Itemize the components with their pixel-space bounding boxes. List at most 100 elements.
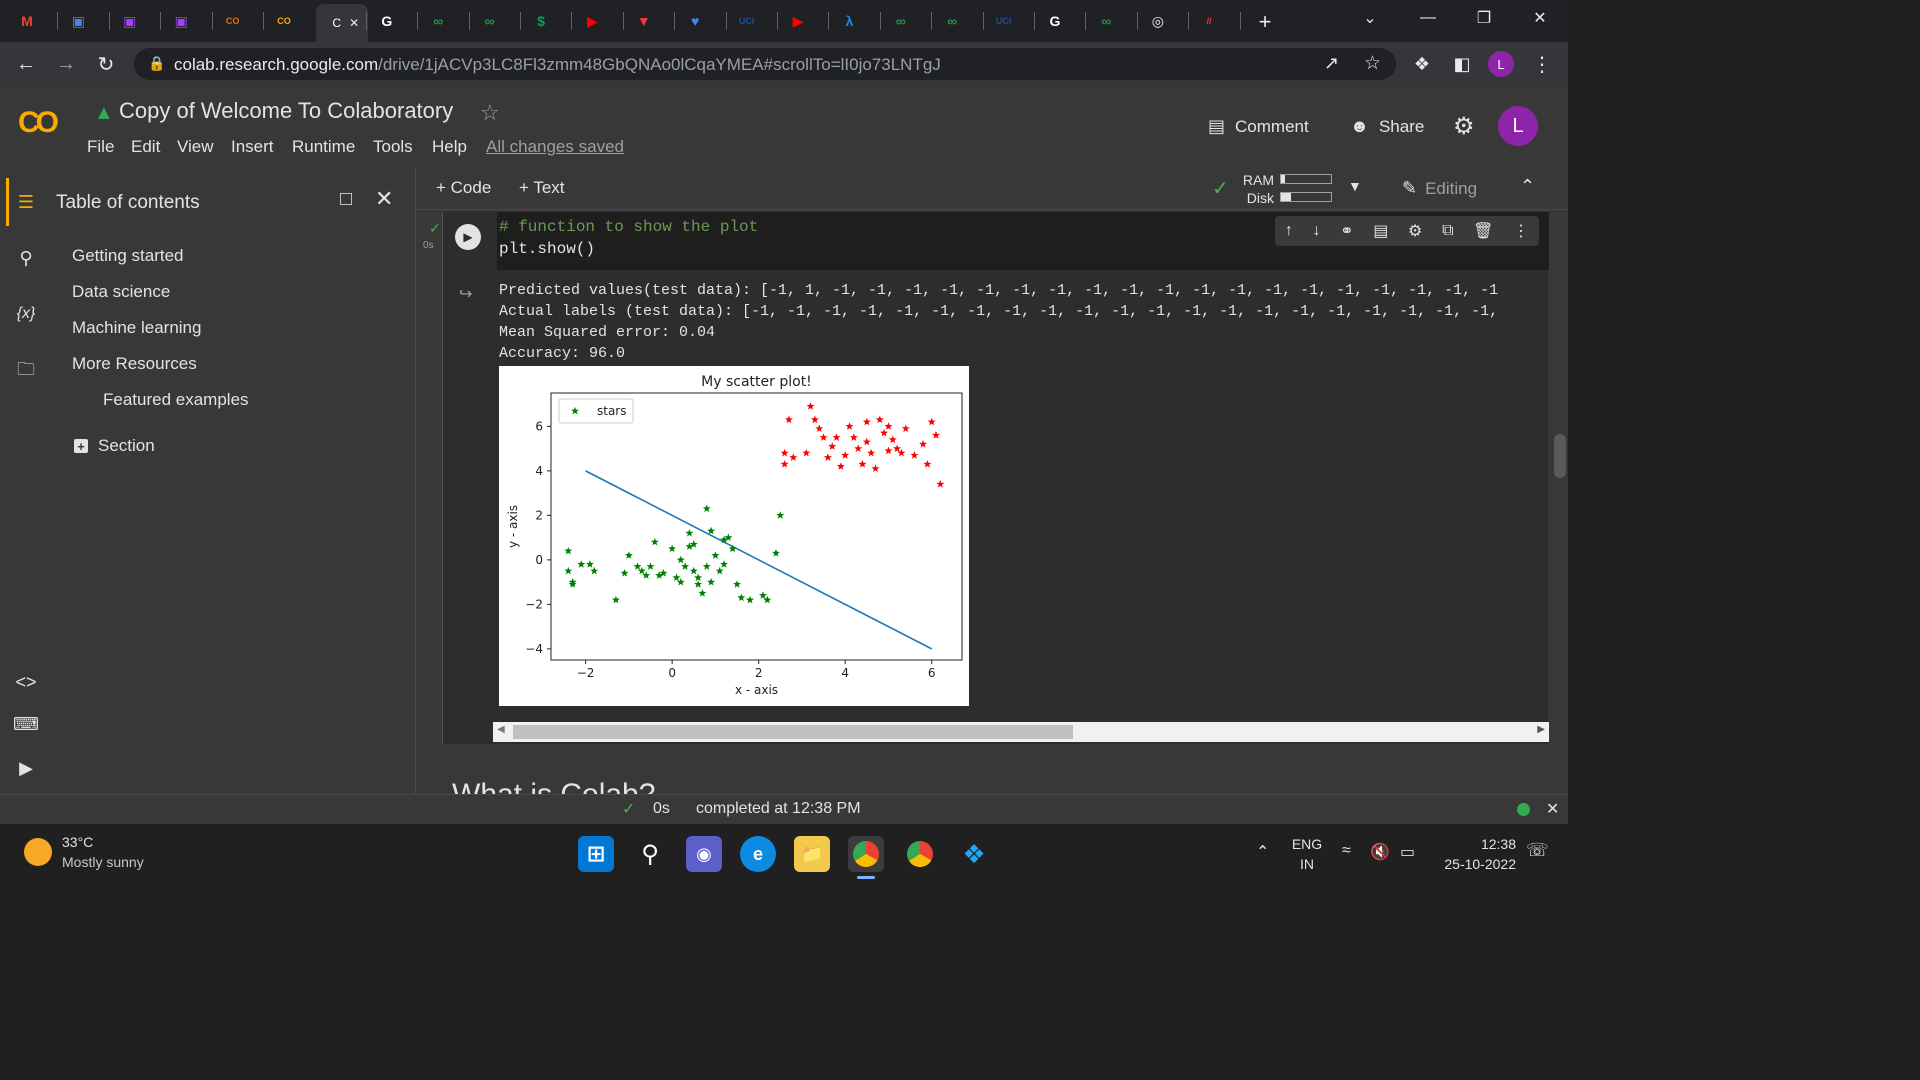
scroll-right-icon[interactable]: ▶ <box>1537 724 1545 735</box>
table-of-contents-icon[interactable]: ☰ <box>17 191 35 212</box>
notifications-icon[interactable]: ☏ <box>1526 840 1549 860</box>
toc-item[interactable]: More Resources <box>72 354 197 373</box>
side-panel-icon[interactable]: ◧ <box>1453 53 1471 74</box>
browser-tab[interactable]: G <box>1036 6 1087 36</box>
weather-condition[interactable]: Mostly sunny <box>62 854 144 870</box>
save-status-link[interactable]: All changes saved <box>486 137 624 156</box>
open-in-tab-icon[interactable]: □ <box>340 188 353 210</box>
scroll-left-icon[interactable]: ◀ <box>497 724 505 735</box>
start-windows-icon[interactable]: ⊞ <box>578 836 614 872</box>
editing-mode-button[interactable]: ✎ Editing <box>1402 178 1477 199</box>
comment-cell-icon[interactable]: ▤ <box>1373 223 1389 240</box>
notebook-scrollbar-thumb[interactable] <box>1554 434 1566 478</box>
browser-tab[interactable]: ∞ <box>1087 6 1138 36</box>
edge-browser-icon[interactable]: e <box>740 836 776 872</box>
browser-tab[interactable]: ◎ <box>1139 6 1190 36</box>
menu-view[interactable]: View <box>177 137 214 156</box>
add-text-button[interactable]: + Text <box>519 178 565 197</box>
forward-icon[interactable]: → <box>56 52 76 75</box>
language-indicator[interactable]: ENG IN <box>1290 834 1324 874</box>
add-section-button[interactable]: + Section <box>74 436 155 456</box>
terminal-icon[interactable]: ▶ <box>19 757 33 778</box>
delete-icon[interactable]: 🗑 <box>1473 223 1494 240</box>
browser-tab[interactable]: λ <box>830 6 881 36</box>
colab-logo[interactable]: CO <box>18 106 59 139</box>
code-snippets-icon[interactable]: <> <box>15 671 37 692</box>
minimize-icon[interactable]: — <box>1420 9 1436 26</box>
star-icon[interactable]: ☆ <box>480 100 500 125</box>
close-status-icon[interactable]: ✕ <box>1546 801 1560 818</box>
browser-tab[interactable]: ▶ <box>573 6 624 36</box>
teams-chat-icon[interactable]: ◉ <box>686 836 722 872</box>
close-tab-icon[interactable]: ✕ <box>349 16 360 30</box>
cell-settings-icon[interactable]: ⚙ <box>1408 223 1423 240</box>
browser-tab[interactable]: G <box>368 6 419 36</box>
chrome-icon[interactable] <box>902 836 938 872</box>
browser-tab[interactable]: UCI <box>985 6 1036 36</box>
more-options-icon[interactable]: ⋮ <box>1513 223 1530 240</box>
command-palette-icon[interactable]: ⌨ <box>13 713 39 734</box>
browser-tab[interactable]: ∞ <box>419 6 470 36</box>
toc-item[interactable]: Featured examples <box>103 390 249 409</box>
browser-tab[interactable]: ∞ <box>882 6 933 36</box>
browser-tab[interactable]: ▶ <box>779 6 830 36</box>
extensions-icon[interactable]: ❖ <box>1413 53 1431 74</box>
add-code-button[interactable]: + Code <box>436 178 492 197</box>
back-icon[interactable]: ← <box>16 52 36 75</box>
run-cell-button[interactable]: ▶ <box>455 224 481 250</box>
browser-tab[interactable]: ♥ <box>676 6 727 36</box>
browser-tab[interactable]: ∞ <box>933 6 984 36</box>
weather-sun-icon[interactable] <box>24 838 52 866</box>
share-button[interactable]: ☻ Share <box>1350 116 1424 137</box>
resources-label[interactable]: RAM Disk <box>1238 171 1274 207</box>
link-icon[interactable]: ⚭ <box>1340 223 1354 240</box>
bookmark-star-icon[interactable]: ☆ <box>1364 53 1382 74</box>
clock[interactable]: 12:38 25-10-2022 <box>1436 834 1516 874</box>
mirror-cell-icon[interactable]: ⧉ <box>1442 222 1454 239</box>
browser-tab[interactable]: ▣ <box>59 6 110 36</box>
browser-tab[interactable]: // <box>1190 6 1241 36</box>
restore-icon[interactable]: ❐ <box>1476 10 1492 27</box>
tab-search-icon[interactable]: ⌄ <box>1363 10 1377 27</box>
move-down-icon[interactable]: ↓ <box>1312 222 1321 239</box>
toc-item[interactable]: Data science <box>72 282 171 301</box>
menu-insert[interactable]: Insert <box>231 137 274 156</box>
close-icon[interactable]: ✕ <box>375 186 394 211</box>
volume-muted-icon[interactable]: 🔇 <box>1370 844 1390 861</box>
new-tab-button[interactable]: + <box>1258 9 1272 34</box>
battery-icon[interactable]: ▭ <box>1400 844 1416 861</box>
user-avatar[interactable]: L <box>1498 106 1538 146</box>
browser-tab[interactable]: CO <box>214 6 265 36</box>
browser-tab[interactable]: ▼ <box>625 6 676 36</box>
browser-tab[interactable]: $ <box>522 6 573 36</box>
menu-help[interactable]: Help <box>432 137 467 156</box>
code-cell[interactable]: ✓ 0s ▶ # function to show the plot plt.s… <box>423 212 1549 744</box>
wifi-icon[interactable]: ≈ <box>1342 842 1351 859</box>
move-up-icon[interactable]: ↑ <box>1284 222 1293 239</box>
browser-tab[interactable]: ∞ <box>471 6 522 36</box>
variables-icon[interactable]: {x} <box>16 305 36 322</box>
comment-button[interactable]: ▤ Comment <box>1208 116 1309 137</box>
scrollbar-thumb[interactable] <box>513 725 1073 739</box>
toc-item[interactable]: Machine learning <box>72 318 202 337</box>
browser-tab[interactable]: UCI <box>728 6 779 36</box>
search-icon[interactable]: ⚲ <box>19 247 33 268</box>
browser-tab-active[interactable]: C ✕ <box>316 4 369 42</box>
collapse-chevron-icon[interactable]: ⌃ <box>1520 176 1536 196</box>
output-actions-icon[interactable]: ↪ <box>459 286 473 303</box>
menu-file[interactable]: File <box>87 137 115 156</box>
menu-edit[interactable]: Edit <box>131 137 161 156</box>
runtime-dropdown-icon[interactable]: ▼ <box>1348 178 1362 194</box>
browser-tab[interactable]: CO <box>265 6 316 36</box>
settings-gear-icon[interactable]: ⚙ <box>1453 113 1475 140</box>
menu-tools[interactable]: Tools <box>373 137 413 156</box>
tray-overflow-icon[interactable]: ⌃ <box>1256 844 1270 861</box>
share-page-icon[interactable]: ↗ <box>1324 53 1340 73</box>
output-horizontal-scrollbar[interactable]: ◀ ▶ <box>493 722 1549 742</box>
weather-temperature[interactable]: 33°C <box>62 834 94 850</box>
browser-tab[interactable]: ▣ <box>111 6 162 36</box>
chrome-profile-icon[interactable] <box>848 836 884 872</box>
file-explorer-icon[interactable]: 📁 <box>794 836 830 872</box>
reload-icon[interactable]: ↻ <box>97 53 115 76</box>
window-close-icon[interactable]: ✕ <box>1533 10 1547 27</box>
